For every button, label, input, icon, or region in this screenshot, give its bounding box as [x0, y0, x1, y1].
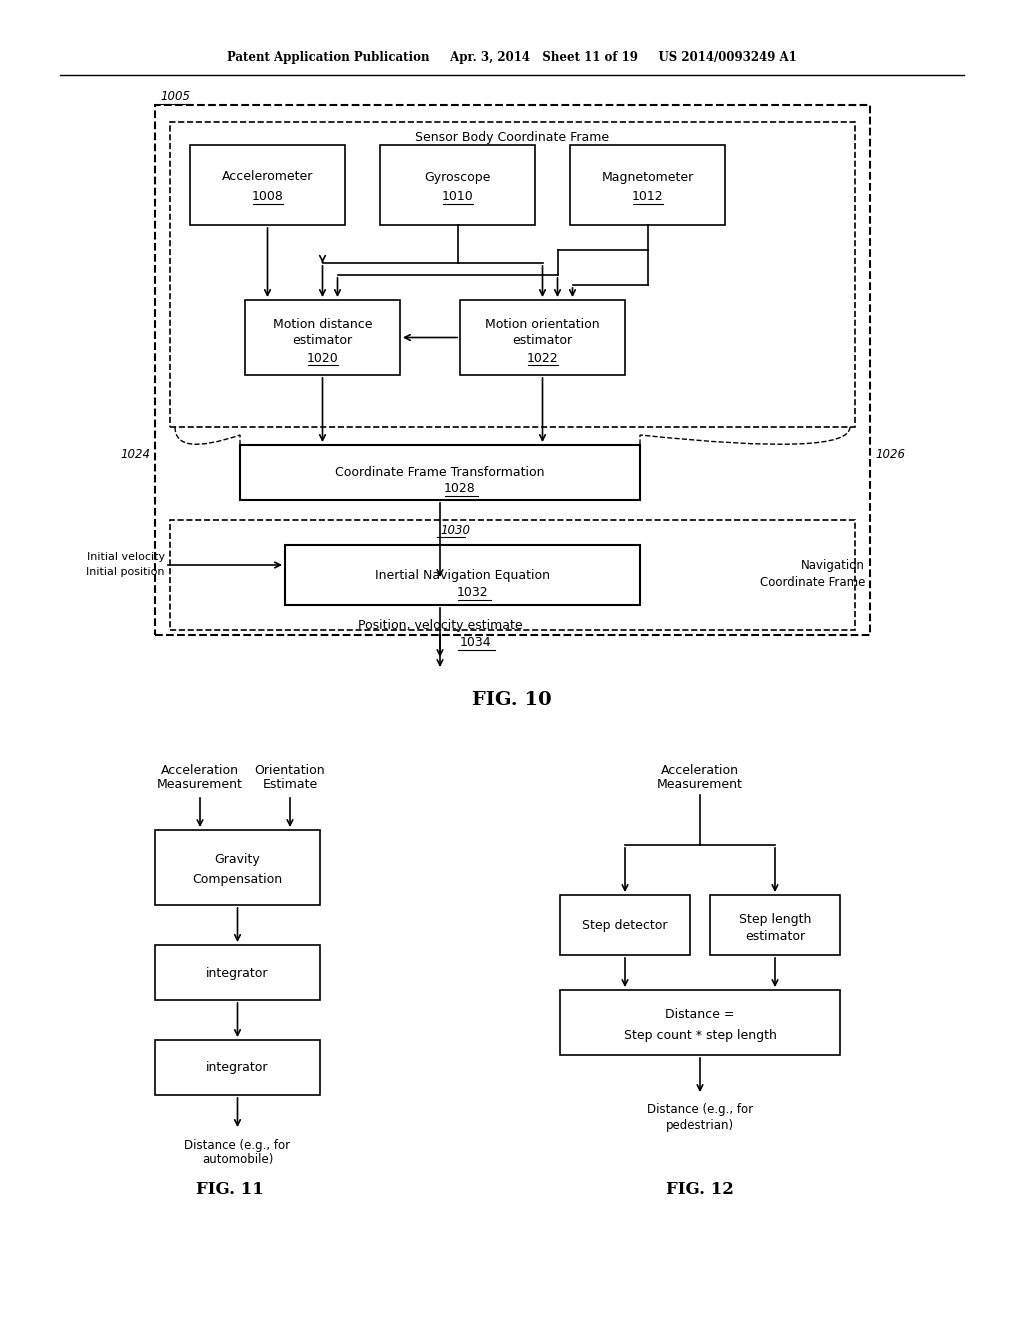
Text: 1012: 1012 [632, 190, 664, 203]
Text: integrator: integrator [206, 1061, 268, 1074]
Text: Initial velocity: Initial velocity [87, 552, 165, 562]
Bar [170, 121, 855, 426]
Bar [245, 300, 400, 375]
Bar [570, 145, 725, 224]
Bar [560, 895, 690, 954]
Text: Distance (e.g., for: Distance (e.g., for [184, 1138, 291, 1151]
Text: 1026: 1026 [874, 449, 905, 462]
Text: Sensor Body Coordinate Frame: Sensor Body Coordinate Frame [416, 132, 609, 144]
Bar [155, 945, 319, 1001]
Text: Gravity: Gravity [215, 854, 260, 866]
Bar [380, 145, 535, 224]
Text: Estimate: Estimate [262, 779, 317, 792]
Text: 1008: 1008 [252, 190, 284, 203]
Text: FIG. 10: FIG. 10 [472, 690, 552, 709]
Bar [710, 895, 840, 954]
Text: 1020: 1020 [306, 351, 338, 364]
Text: 1024: 1024 [120, 449, 150, 462]
Text: FIG. 11: FIG. 11 [197, 1181, 264, 1199]
Bar [560, 990, 840, 1055]
Text: Coordinate Frame: Coordinate Frame [760, 576, 865, 589]
Text: integrator: integrator [206, 966, 268, 979]
Text: Acceleration: Acceleration [161, 763, 239, 776]
Text: 1022: 1022 [526, 351, 558, 364]
Text: 1010: 1010 [441, 190, 473, 203]
Bar [190, 145, 345, 224]
Text: automobile): automobile) [202, 1154, 273, 1167]
Bar [155, 106, 870, 635]
Bar [240, 445, 640, 500]
Text: Step detector: Step detector [583, 919, 668, 932]
Text: 1034: 1034 [459, 636, 490, 649]
Text: FIG. 12: FIG. 12 [666, 1181, 734, 1199]
Text: Distance (e.g., for: Distance (e.g., for [647, 1104, 753, 1117]
Text: Initial position: Initial position [86, 568, 165, 577]
Text: estimator: estimator [293, 334, 352, 346]
Text: Compensation: Compensation [193, 874, 283, 887]
Text: estimator: estimator [744, 931, 805, 944]
Text: Gyroscope: Gyroscope [424, 170, 490, 183]
Text: Position, velocity estimate: Position, velocity estimate [357, 619, 522, 632]
Text: pedestrian): pedestrian) [666, 1118, 734, 1131]
Bar [155, 830, 319, 906]
Text: Orientation: Orientation [255, 763, 326, 776]
Text: Magnetometer: Magnetometer [601, 170, 693, 183]
Text: 1005: 1005 [160, 91, 190, 103]
Text: 1028: 1028 [444, 483, 476, 495]
Text: Step count * step length: Step count * step length [624, 1028, 776, 1041]
Text: Patent Application Publication     Apr. 3, 2014   Sheet 11 of 19     US 2014/009: Patent Application Publication Apr. 3, 2… [227, 51, 797, 65]
Text: Distance =: Distance = [666, 1008, 735, 1022]
Text: estimator: estimator [512, 334, 572, 346]
Text: 1032: 1032 [457, 586, 488, 599]
Bar [460, 300, 625, 375]
Text: Inertial Navigation Equation: Inertial Navigation Equation [375, 569, 550, 582]
Text: Navigation: Navigation [801, 558, 865, 572]
Bar [285, 545, 640, 605]
Text: Acceleration: Acceleration [662, 763, 739, 776]
Bar [170, 520, 855, 630]
Text: Motion orientation: Motion orientation [485, 318, 600, 331]
Text: Coordinate Frame Transformation: Coordinate Frame Transformation [335, 466, 545, 479]
Text: Step length: Step length [738, 913, 811, 927]
Text: Measurement: Measurement [157, 779, 243, 792]
Text: Accelerometer: Accelerometer [222, 170, 313, 183]
Text: Measurement: Measurement [657, 779, 743, 792]
Text: Motion distance: Motion distance [272, 318, 373, 331]
Text: 1030: 1030 [440, 524, 470, 536]
Bar [155, 1040, 319, 1096]
